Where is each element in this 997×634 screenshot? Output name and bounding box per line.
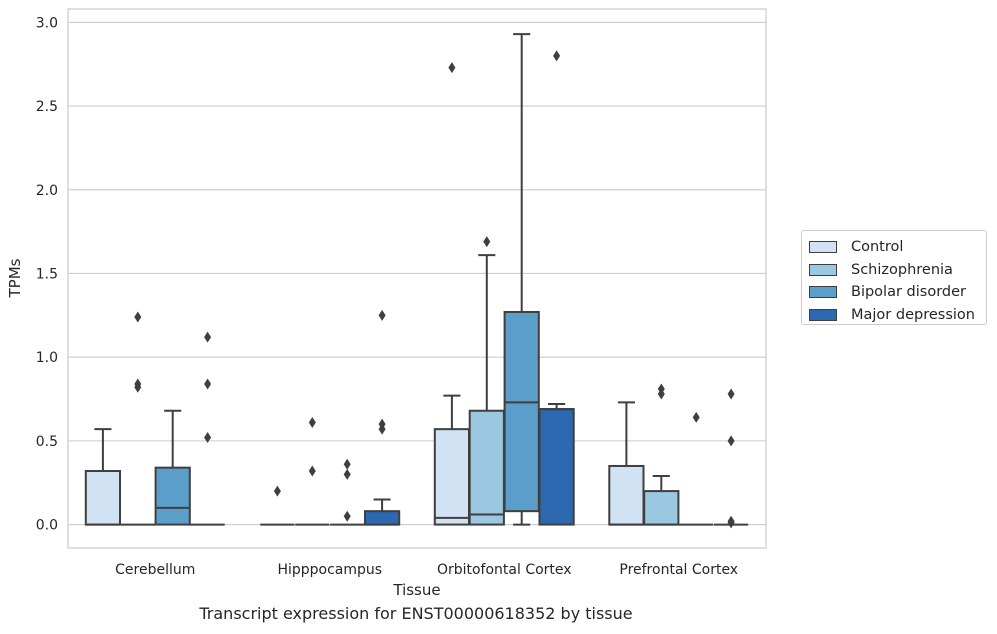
box-bipolar-disorder-orbitofontal-cortex — [503, 33, 540, 526]
outlier-point — [448, 62, 456, 74]
y-tick-label: 3.0 — [36, 15, 58, 31]
outlier-point — [134, 311, 142, 323]
x-axis-ticks: Cerebellum Hipppocampus Orbitofontal Corte… — [115, 562, 738, 578]
box-schizophrenia-prefrontal-cortex — [643, 383, 680, 526]
x-tick-label: Hipppocampus — [277, 562, 382, 578]
outlier-point — [308, 416, 316, 428]
outlier-point — [727, 435, 735, 447]
y-tick-label: 0.5 — [36, 434, 58, 450]
box-bipolar-disorder-prefrontal-cortex — [679, 411, 714, 526]
outlier-point — [727, 515, 735, 527]
box-major-depression-hipppocampus — [363, 309, 401, 526]
outlier-point — [657, 383, 665, 395]
legend-label-major-depression: Major depression — [851, 307, 975, 324]
chart-caption: Transcript expression for ENST0000061835… — [199, 604, 633, 623]
box-control-prefrontal-cortex — [608, 401, 645, 526]
legend-item-major-depression: Major depression — [809, 304, 986, 327]
outlier-point — [273, 485, 281, 497]
y-tick-label: 2.0 — [36, 183, 58, 199]
box-iqr — [84, 470, 122, 526]
box-schizophrenia-cerebellum — [120, 311, 155, 526]
gridlines — [68, 21, 766, 526]
outlier-point — [343, 458, 351, 470]
outlier-point — [553, 50, 561, 62]
box-major-depression-orbitofontal-cortex — [538, 50, 575, 526]
box-major-depression-prefrontal-cortex — [713, 388, 749, 529]
outlier-point — [343, 510, 351, 522]
legend-swatch-bipolar-disorder — [809, 286, 837, 299]
x-tick-label: Cerebellum — [115, 562, 195, 578]
box-bipolar-disorder-cerebellum — [154, 409, 191, 526]
outlier-point — [134, 378, 142, 390]
outlier-point — [378, 418, 386, 430]
box-iqr — [468, 409, 505, 526]
legend-swatch-schizophrenia — [809, 263, 837, 276]
box-control-orbitofontal-cortex — [433, 62, 471, 526]
x-tick-label: Prefrontal Cortex — [619, 562, 738, 578]
legend-label-schizophrenia: Schizophrenia — [851, 261, 953, 278]
y-tick-label: 1.5 — [36, 266, 58, 282]
x-tick-label: Orbitofontal Cortex — [437, 562, 572, 578]
outlier-point — [692, 411, 700, 423]
legend-item-bipolar-disorder: Bipolar disorder — [809, 281, 986, 304]
y-tick-label: 1.0 — [36, 350, 58, 366]
outlier-point — [204, 331, 212, 343]
legend-swatch-major-depression — [809, 309, 837, 322]
box-iqr — [538, 408, 575, 526]
legend-label-control: Control — [851, 239, 904, 256]
legend-item-schizophrenia: Schizophrenia — [809, 259, 986, 282]
box-schizophrenia-hipppocampus — [295, 416, 330, 526]
outlier-point — [727, 388, 735, 400]
y-tick-label: 0.0 — [36, 518, 58, 534]
box-control-cerebellum — [84, 428, 122, 526]
legend-swatch-control — [809, 241, 837, 254]
x-axis-label: Tissue — [392, 581, 440, 599]
box-schizophrenia-orbitofontal-cortex — [468, 236, 505, 526]
legend-item-control: Control — [809, 236, 986, 259]
outlier-point — [308, 465, 316, 477]
outlier-point — [343, 468, 351, 480]
outlier-point — [204, 378, 212, 390]
legend-label-bipolar-disorder: Bipolar disorder — [851, 284, 966, 301]
box-iqr — [363, 510, 401, 526]
box-control-hipppocampus — [260, 485, 295, 526]
y-axis-ticks: 0.0 0.5 1.0 1.5 2.0 2.5 3.0 — [36, 15, 58, 533]
legend: Control Schizophrenia Bipolar disorder M… — [801, 230, 987, 325]
outlier-point — [483, 236, 491, 248]
y-axis-label: TPMs — [6, 258, 24, 298]
outlier-point — [378, 309, 386, 321]
y-tick-label: 2.5 — [36, 99, 58, 115]
box-iqr — [154, 466, 191, 526]
box-layer — [84, 33, 749, 529]
outlier-point — [204, 432, 212, 444]
box-iqr — [608, 464, 645, 526]
box-iqr — [503, 310, 540, 513]
box-bipolar-disorder-hipppocampus — [330, 458, 365, 526]
box-iqr — [433, 428, 471, 526]
box-major-depression-cerebellum — [190, 331, 225, 526]
box-iqr — [643, 490, 680, 526]
plot-frame — [67, 8, 767, 549]
